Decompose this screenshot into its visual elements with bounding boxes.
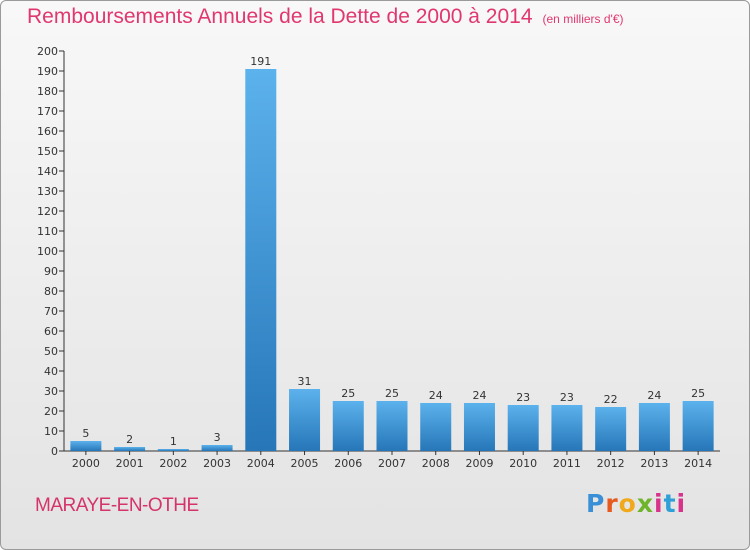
y-axis-ticks: 0 10 20 30 40 50 60 70 80 90 100 110 120 130 140 150 160…: [37, 45, 64, 458]
x-tick-label: 2008: [422, 457, 450, 470]
data-label: 24: [472, 389, 486, 402]
x-tick-label: 2012: [597, 457, 625, 470]
y-tick-label: 170: [37, 105, 58, 118]
x-tick-label: 2010: [509, 457, 537, 470]
proxiti-logo: Proxiti: [586, 489, 686, 518]
y-tick-label: 190: [37, 65, 58, 78]
logo-letter: x: [636, 489, 654, 518]
x-tick-label: 2013: [640, 457, 668, 470]
bar: [157, 449, 189, 451]
data-label: 191: [250, 55, 271, 68]
x-tick-label: 2002: [159, 457, 187, 470]
y-tick-label: 60: [44, 325, 58, 338]
logo-letter: P: [586, 489, 606, 518]
chart-title: Remboursements Annuels de la Dette de 20…: [27, 5, 624, 29]
bar: [114, 447, 146, 451]
bar: [245, 69, 277, 451]
logo-letter: o: [618, 489, 637, 518]
data-label: 31: [298, 375, 312, 388]
data-label: 25: [691, 387, 705, 400]
x-tick-label: 2009: [465, 457, 493, 470]
chart-subtitle: (en milliers d'€): [542, 12, 624, 26]
data-label: 5: [82, 427, 89, 440]
logo-letter: r: [605, 489, 619, 518]
y-tick-label: 140: [37, 165, 58, 178]
data-label: 24: [429, 389, 443, 402]
y-tick-label: 10: [44, 425, 58, 438]
y-tick-label: 160: [37, 125, 58, 138]
data-labels: 5 2 1 3 191 31 25 25 24 24 23 23 22 24 25: [82, 55, 705, 448]
bar: [638, 403, 670, 451]
x-tick-label: 2000: [72, 457, 100, 470]
data-label: 25: [385, 387, 399, 400]
y-tick-label: 0: [51, 445, 58, 458]
x-tick-label: 2011: [553, 457, 581, 470]
bars: [70, 69, 714, 451]
data-label: 22: [604, 393, 618, 406]
bar: [420, 403, 452, 451]
y-tick-label: 200: [37, 45, 58, 58]
y-tick-label: 100: [37, 245, 58, 258]
data-label: 1: [170, 435, 177, 448]
x-tick-label: 2006: [334, 457, 362, 470]
data-label: 3: [214, 431, 221, 444]
data-label: 25: [341, 387, 355, 400]
y-tick-label: 50: [44, 345, 58, 358]
y-tick-label: 110: [37, 225, 58, 238]
bar: [595, 407, 627, 451]
logo-letter: i: [654, 489, 664, 518]
chart-title-text: Remboursements Annuels de la Dette de 20…: [27, 5, 533, 28]
bar: [376, 401, 408, 451]
y-tick-label: 180: [37, 85, 58, 98]
data-label: 23: [560, 391, 574, 404]
bar: [70, 441, 102, 451]
commune-name: MARAYE-EN-OTHE: [35, 495, 199, 516]
bar: [201, 445, 233, 451]
bar: [332, 401, 364, 451]
x-tick-label: 2003: [203, 457, 231, 470]
y-tick-label: 30: [44, 385, 58, 398]
bar: [463, 403, 495, 451]
y-tick-label: 130: [37, 185, 58, 198]
data-label: 23: [516, 391, 530, 404]
y-tick-label: 80: [44, 285, 58, 298]
y-tick-label: 90: [44, 265, 58, 278]
y-tick-label: 20: [44, 405, 58, 418]
bar: [507, 405, 539, 451]
x-tick-label: 2005: [291, 457, 319, 470]
y-tick-label: 150: [37, 145, 58, 158]
logo-letter: i: [676, 489, 687, 518]
y-tick-label: 70: [44, 305, 58, 318]
x-tick-label: 2001: [116, 457, 144, 470]
x-tick-label: 2004: [247, 457, 275, 470]
data-label: 2: [126, 433, 133, 446]
y-tick-label: 120: [37, 205, 58, 218]
bar: [551, 405, 583, 451]
x-axis-labels: 2000 2001 2002 2003 2004 2005 2006 2007 2008 2009…: [72, 451, 712, 470]
bar: [682, 401, 714, 451]
logo-letter: t: [663, 489, 677, 518]
x-tick-label: 2014: [684, 457, 712, 470]
y-tick-label: 40: [44, 365, 58, 378]
x-tick-label: 2007: [378, 457, 406, 470]
bar: [289, 389, 321, 451]
data-label: 24: [647, 389, 661, 402]
